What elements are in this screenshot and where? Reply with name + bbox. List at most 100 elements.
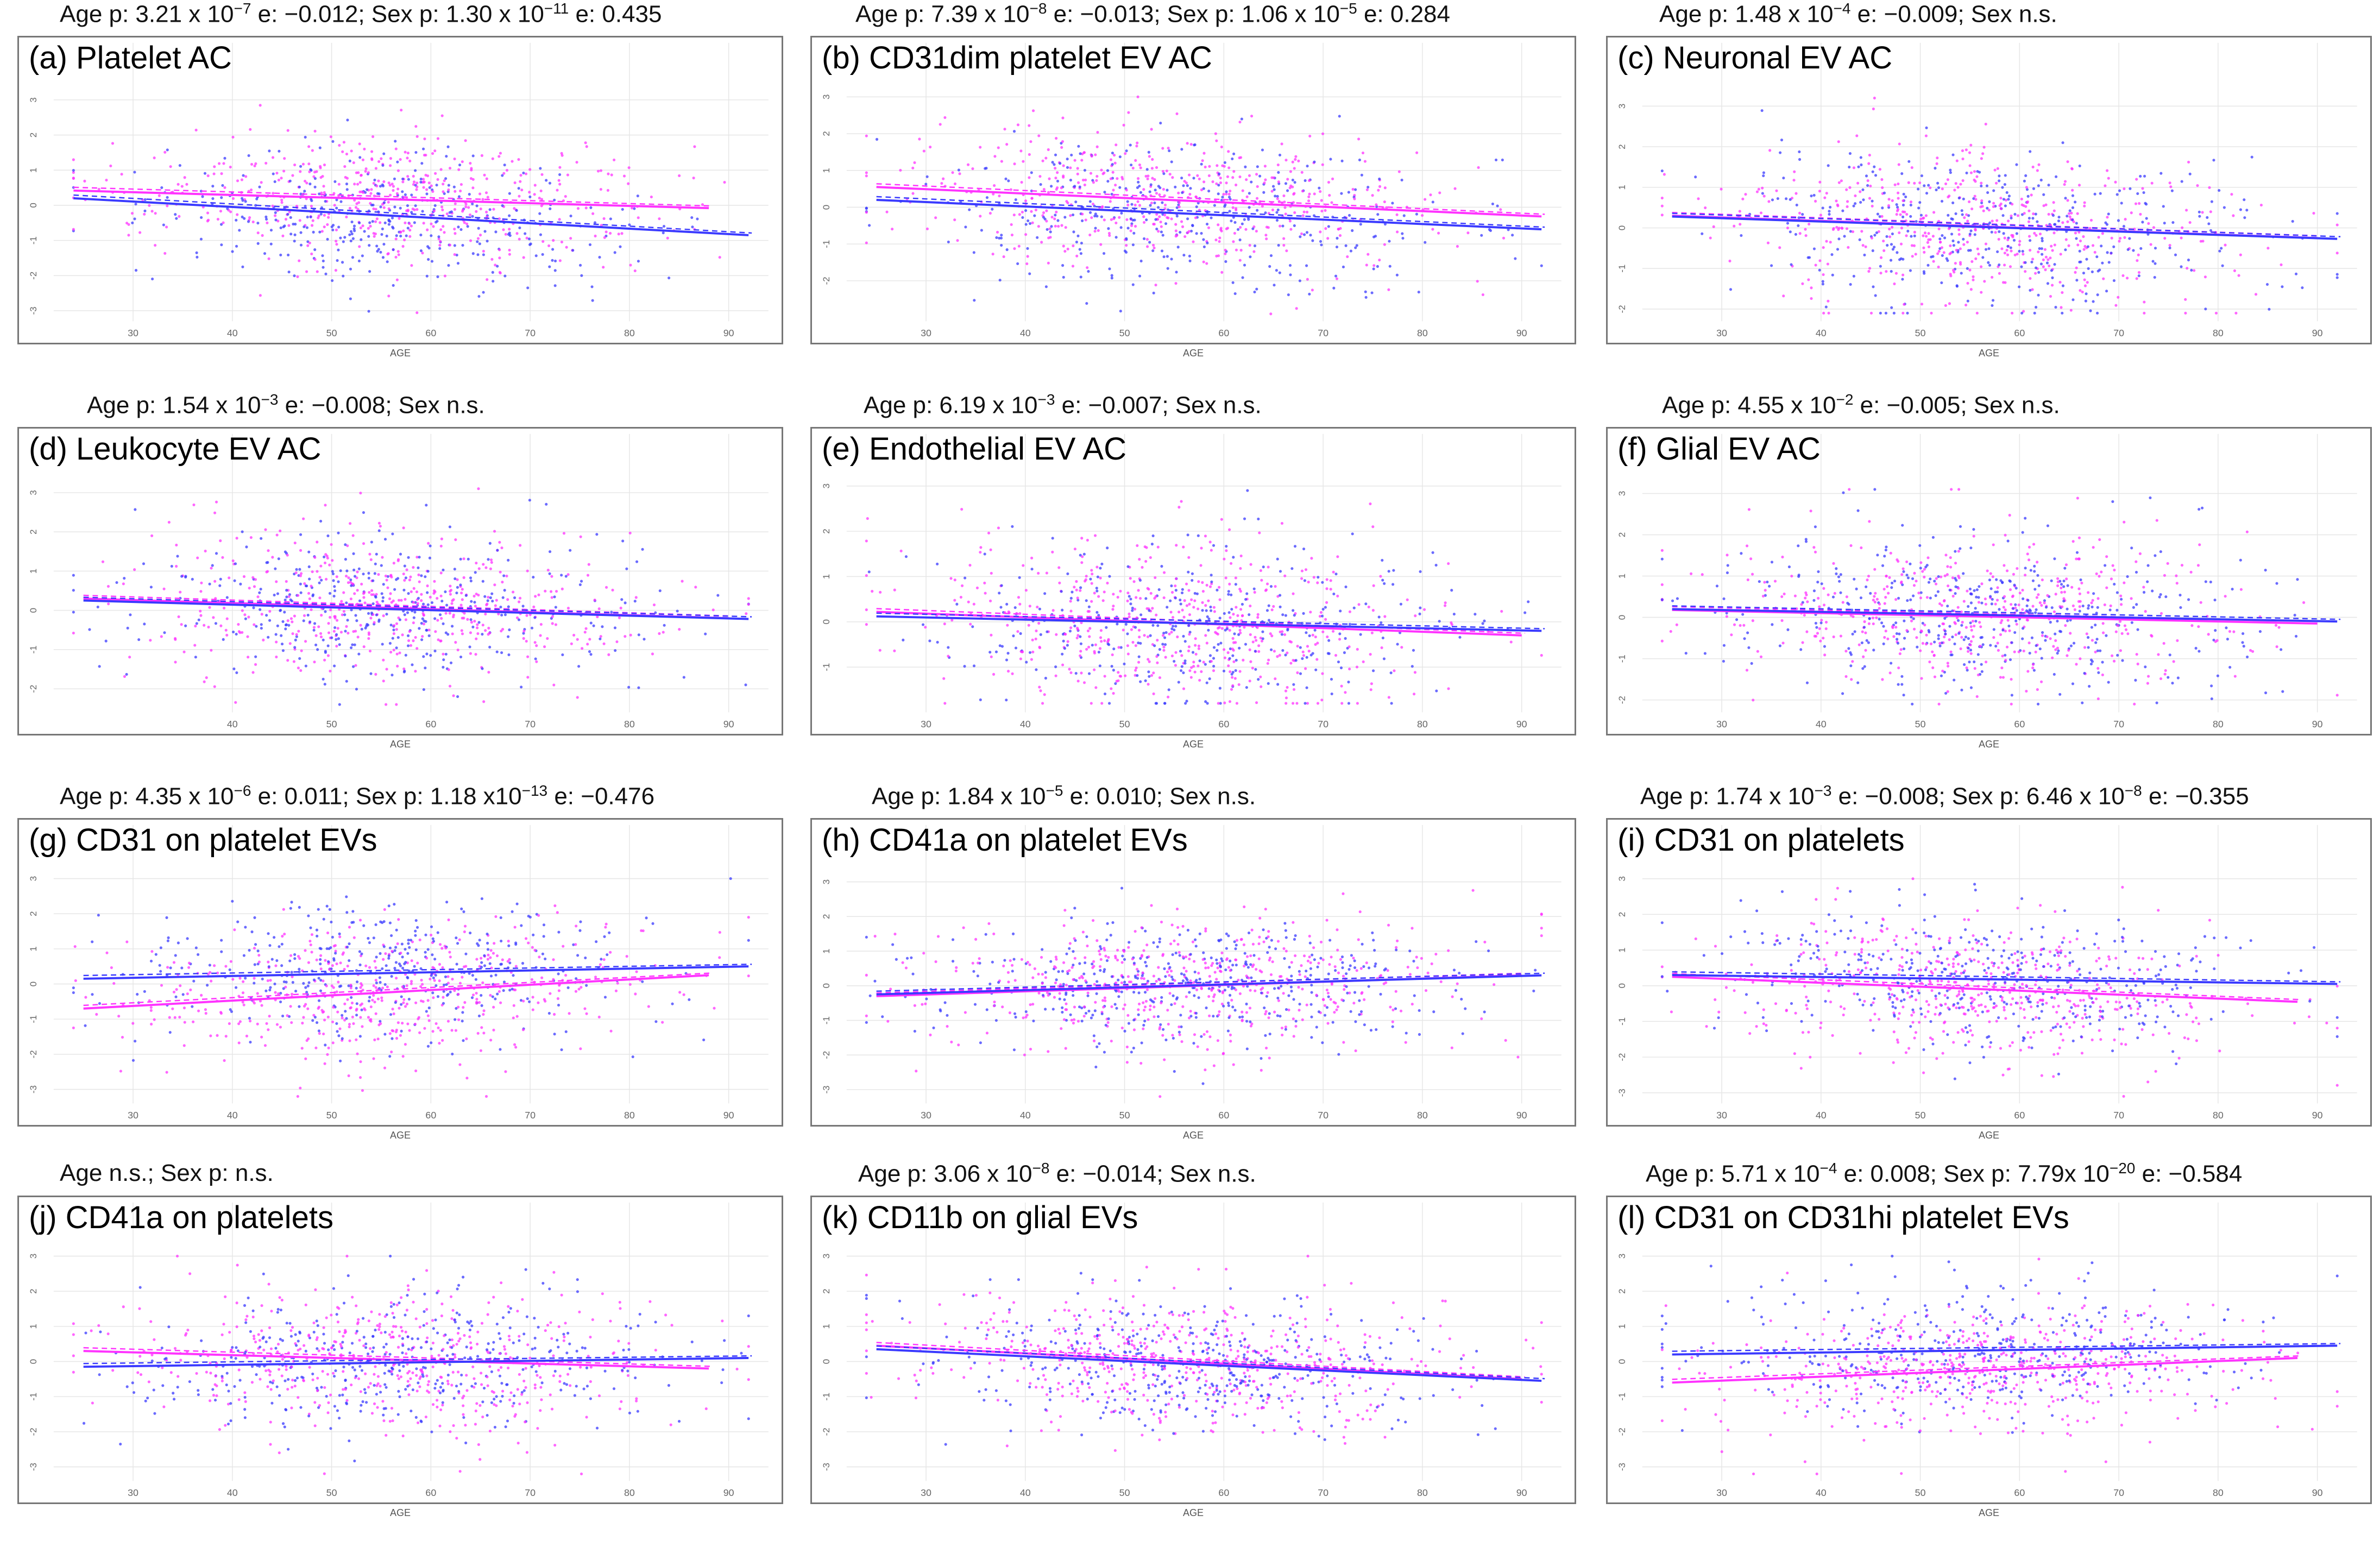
data-point-male bbox=[1160, 230, 1163, 234]
data-point-female bbox=[2037, 250, 2040, 254]
data-point-male bbox=[1241, 222, 1244, 225]
data-point-male bbox=[380, 232, 383, 236]
data-point-male bbox=[346, 118, 349, 122]
data-point-male bbox=[403, 613, 406, 617]
data-point-female bbox=[248, 587, 251, 590]
scatter-points bbox=[865, 95, 1543, 316]
data-point-female bbox=[313, 258, 317, 261]
data-point-male bbox=[419, 234, 423, 237]
data-point-female bbox=[1829, 241, 1832, 244]
data-point-female bbox=[1034, 637, 1037, 640]
data-point-female bbox=[1099, 576, 1102, 580]
data-point-male bbox=[1292, 683, 1295, 686]
data-point-male bbox=[2079, 578, 2082, 581]
data-point-male bbox=[503, 589, 506, 592]
data-point-female bbox=[1832, 562, 1835, 565]
y-tick-label: 1 bbox=[821, 574, 832, 579]
data-point-female bbox=[2118, 240, 2121, 243]
data-point-male bbox=[577, 665, 581, 668]
data-point-male bbox=[1246, 489, 1249, 492]
data-point-male bbox=[1119, 226, 1123, 229]
data-point-male bbox=[453, 244, 456, 247]
data-point-male bbox=[440, 599, 444, 603]
data-point-female bbox=[1847, 246, 1850, 249]
data-point-female bbox=[629, 633, 632, 637]
data-point-female bbox=[498, 248, 501, 251]
data-point-male bbox=[994, 650, 998, 653]
data-point-male bbox=[2115, 193, 2119, 196]
data-point-female bbox=[403, 238, 406, 242]
data-point-male bbox=[488, 645, 492, 649]
data-point-female bbox=[540, 173, 544, 176]
data-point-male bbox=[1252, 587, 1256, 590]
data-point-male bbox=[548, 181, 552, 185]
data-point-male bbox=[1898, 258, 1902, 261]
data-point-female bbox=[1017, 244, 1021, 248]
panel-title: (e) Endothelial EV AC bbox=[822, 431, 1126, 467]
data-point-female bbox=[1954, 633, 1957, 637]
data-point-female bbox=[547, 244, 551, 247]
data-point-male bbox=[318, 146, 322, 149]
data-point-male bbox=[541, 253, 544, 256]
data-point-female bbox=[1205, 583, 1208, 587]
data-point-male bbox=[331, 570, 334, 573]
data-point-female bbox=[1083, 183, 1086, 186]
data-point-male bbox=[2258, 630, 2262, 633]
data-point-male bbox=[333, 664, 336, 668]
data-point-female bbox=[1781, 642, 1785, 645]
data-point-female bbox=[1356, 702, 1359, 705]
data-point-female bbox=[1893, 183, 1897, 186]
data-point-female bbox=[1044, 156, 1048, 160]
data-point-female bbox=[1162, 187, 1165, 191]
data-point-male bbox=[2058, 693, 2062, 696]
data-point-female bbox=[1076, 167, 1079, 170]
data-point-female bbox=[1145, 238, 1149, 241]
data-point-female bbox=[491, 157, 494, 160]
data-point-male bbox=[1986, 191, 1989, 194]
data-point-female bbox=[308, 170, 311, 173]
data-point-male bbox=[1491, 202, 1494, 206]
data-point-male bbox=[2064, 248, 2067, 251]
data-point-female bbox=[318, 576, 322, 579]
data-point-female bbox=[602, 642, 606, 645]
data-point-male bbox=[1762, 171, 1765, 174]
data-point-male bbox=[2187, 259, 2190, 262]
data-point-male bbox=[569, 549, 572, 552]
data-point-male bbox=[2210, 200, 2213, 203]
data-point-female bbox=[1371, 609, 1375, 612]
data-point-female bbox=[1100, 168, 1103, 172]
data-point-male bbox=[1119, 646, 1123, 649]
data-point-female bbox=[1854, 194, 1857, 198]
data-point-male bbox=[1347, 191, 1350, 194]
data-point-female bbox=[1935, 162, 1938, 165]
data-point-female bbox=[1793, 170, 1796, 173]
data-point-male bbox=[456, 262, 460, 265]
data-point-female bbox=[453, 158, 456, 161]
data-point-male bbox=[2006, 539, 2010, 543]
data-point-female bbox=[396, 187, 400, 191]
data-point-female bbox=[599, 635, 602, 638]
data-point-female bbox=[2239, 253, 2242, 256]
data-point-male bbox=[263, 252, 267, 255]
data-point-male bbox=[232, 630, 235, 633]
data-point-female bbox=[2259, 204, 2263, 207]
data-point-female bbox=[1003, 128, 1006, 131]
data-point-female bbox=[487, 626, 490, 630]
data-point-male bbox=[1431, 551, 1434, 554]
x-tick-label: 90 bbox=[723, 719, 734, 730]
data-point-male bbox=[1137, 180, 1140, 184]
data-point-female bbox=[494, 604, 497, 607]
data-point-male bbox=[404, 193, 407, 196]
data-point-male bbox=[1153, 201, 1156, 205]
data-point-female bbox=[356, 183, 360, 186]
data-point-male bbox=[457, 225, 460, 229]
data-point-female bbox=[1271, 208, 1275, 211]
data-point-female bbox=[1291, 185, 1294, 188]
data-point-female bbox=[329, 608, 332, 612]
data-point-female bbox=[561, 154, 564, 157]
data-point-male bbox=[1043, 592, 1047, 595]
data-point-female bbox=[1270, 608, 1274, 612]
data-point-female bbox=[437, 638, 440, 642]
data-point-female bbox=[584, 141, 587, 144]
data-point-female bbox=[384, 574, 387, 577]
